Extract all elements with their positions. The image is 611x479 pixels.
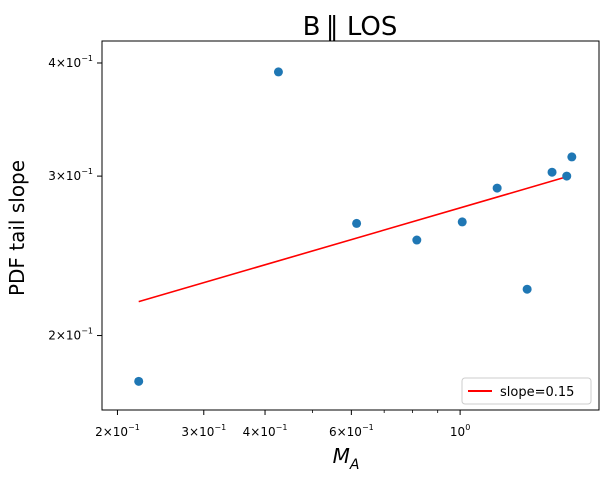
data-point	[547, 167, 557, 177]
x-tick-label: 4×10−1	[243, 423, 288, 439]
y-tick-label: 2×10−1	[48, 327, 93, 343]
y-axis: 2×10−1 3×10−1 4×10−1	[48, 54, 102, 343]
y-axis-label: PDF tail slope	[5, 160, 29, 296]
fit-layer	[138, 175, 567, 303]
data-point	[412, 235, 422, 245]
data-point	[457, 217, 467, 227]
data-point	[273, 67, 283, 77]
x-tick-label: 100	[450, 423, 470, 439]
data-point	[567, 152, 577, 162]
x-axis-label: MA	[333, 444, 360, 473]
x-axis-label-base: M	[333, 444, 350, 468]
x-tick-label: 6×10−1	[329, 423, 374, 439]
y-tick-label: 3×10−1	[48, 167, 93, 183]
legend: slope=0.15	[461, 377, 592, 405]
legend-label: slope=0.15	[500, 385, 574, 400]
x-axis: 2×10−1 3×10−1 4×10−1 6×10−1 100	[95, 410, 470, 439]
data-point	[562, 171, 572, 181]
data-point	[492, 183, 502, 193]
points-layer	[134, 67, 577, 386]
plot-frame	[101, 40, 600, 411]
x-tick-label: 2×10−1	[95, 423, 140, 439]
data-point	[134, 376, 144, 386]
x-tick-label: 3×10−1	[181, 423, 226, 439]
data-point	[522, 284, 532, 294]
x-axis-label-subscript: A	[349, 457, 360, 473]
data-point	[352, 218, 362, 228]
legend-box	[461, 377, 592, 405]
chart-title: B ∥ LOS	[303, 12, 398, 42]
y-tick-label: 4×10−1	[48, 54, 93, 70]
fit-line	[138, 175, 567, 303]
